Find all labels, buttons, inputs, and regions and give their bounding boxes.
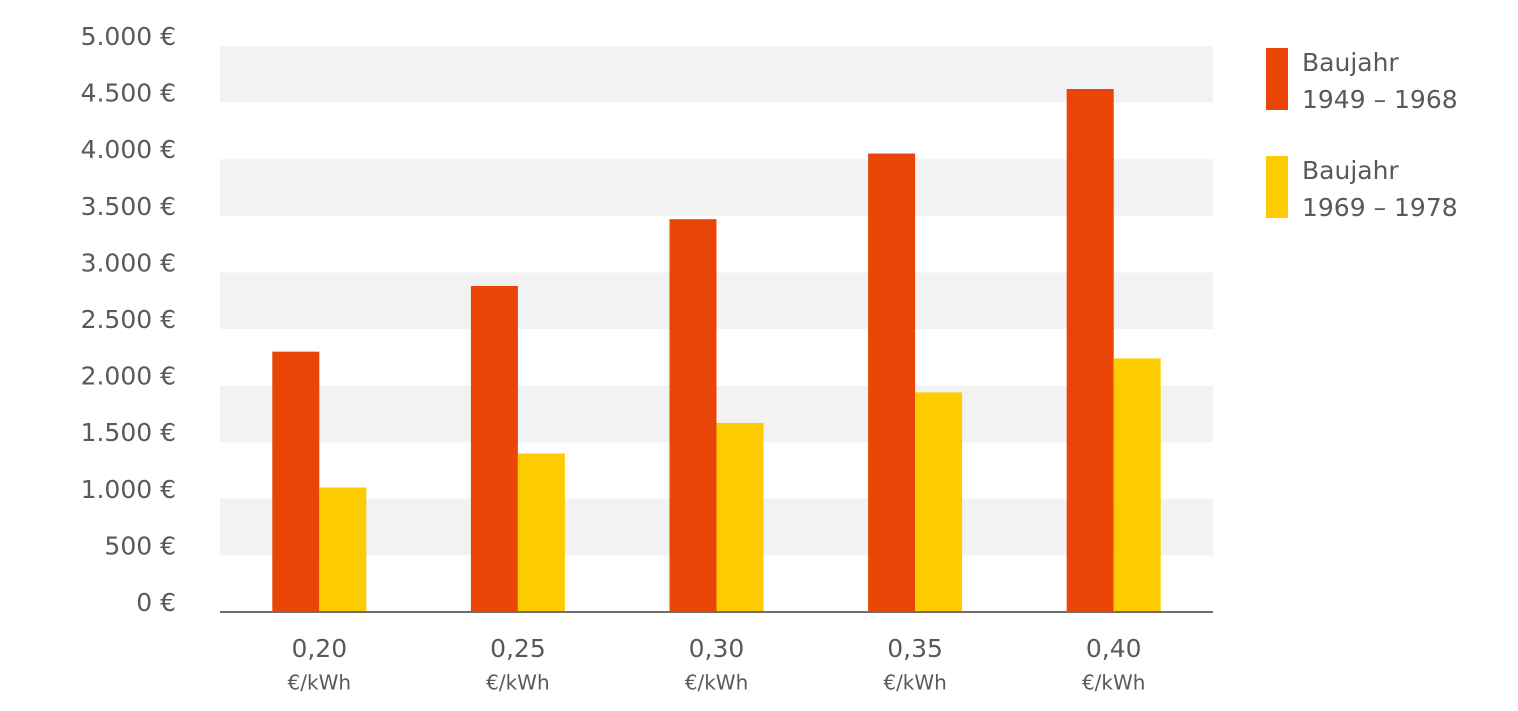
x-tick-unit: €/kWh	[288, 671, 352, 695]
bar	[272, 351, 320, 612]
bar	[669, 219, 717, 613]
legend-swatch	[1266, 48, 1288, 110]
y-tick-label: 4.500 €	[81, 79, 176, 108]
y-tick-label: 500 €	[104, 531, 176, 560]
bar	[470, 285, 518, 612]
bar	[868, 153, 916, 613]
legend-label: Baujahr 1949 – 1968	[1302, 48, 1458, 114]
y-tick-label: 3.500 €	[81, 192, 176, 221]
x-tick-label: 0,25	[490, 634, 546, 663]
y-tick-label: 5.000 €	[81, 22, 176, 51]
bar	[1066, 89, 1114, 613]
y-tick-label: 1.500 €	[81, 418, 176, 447]
y-tick-label: 2.500 €	[81, 305, 176, 334]
x-tick-label: 0,20	[291, 634, 347, 663]
x-tick-unit: €/kWh	[486, 671, 550, 695]
y-tick-label: 3.000 €	[81, 248, 176, 277]
grid-band	[220, 46, 1213, 103]
bar	[319, 487, 367, 612]
y-tick-label: 4.000 €	[81, 135, 176, 164]
bar	[716, 422, 764, 612]
y-tick-label: 2.000 €	[81, 362, 176, 391]
bar	[915, 392, 963, 612]
bar	[1113, 358, 1161, 612]
y-tick-label: 0 €	[136, 588, 176, 617]
y-tick-label: 1.000 €	[81, 475, 176, 504]
legend: Baujahr 1949 – 1968 Baujahr 1969 – 1978	[1266, 44, 1458, 260]
legend-item: Baujahr 1969 – 1978	[1266, 152, 1458, 226]
legend-label: Baujahr 1969 – 1978	[1302, 156, 1458, 222]
legend-item: Baujahr 1949 – 1968	[1266, 44, 1458, 118]
x-tick-label: 0,40	[1086, 634, 1142, 663]
x-tick-unit: €/kWh	[685, 671, 749, 695]
x-tick-unit: €/kWh	[883, 671, 947, 695]
grid-band	[220, 159, 1213, 216]
bar	[517, 453, 565, 612]
x-tick-unit: €/kWh	[1082, 671, 1146, 695]
legend-swatch	[1266, 156, 1288, 218]
x-tick-label: 0,35	[887, 634, 943, 663]
x-tick-label: 0,30	[689, 634, 745, 663]
